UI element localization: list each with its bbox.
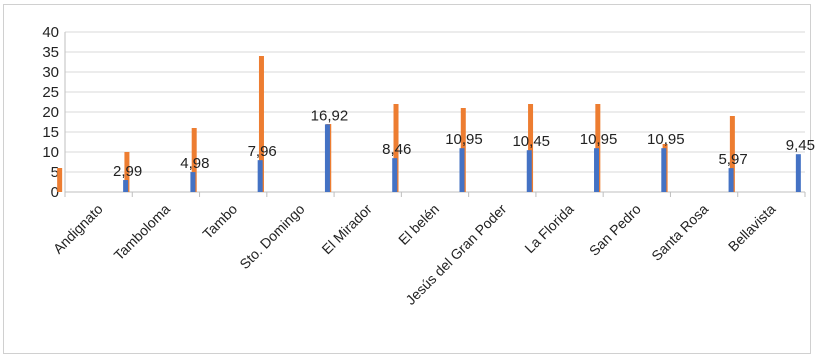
data-label: 10,95 [647,131,685,148]
y-tick-label: 0 [51,184,59,201]
bar [595,104,601,192]
bar [393,104,399,192]
bar [190,172,196,192]
category-label: Santa Rosa [648,201,711,264]
category-label: Andignato [50,201,106,257]
category-label: San Pedro [586,201,644,259]
bar [728,168,734,192]
bar [459,148,465,192]
y-tick-label: 5 [51,164,59,181]
bar [795,154,801,192]
y-tick-label: 30 [42,64,59,81]
data-label: 7,96 [248,143,277,160]
y-tick-label: 35 [42,44,59,61]
bar [528,104,534,192]
y-tick-label: 10 [42,144,59,161]
data-label: 8,46 [382,141,411,158]
category-label: Bellavista [725,201,779,255]
bar [258,56,264,192]
data-label: 10,95 [580,131,618,148]
bar [392,158,398,192]
bar [57,168,63,192]
category-label: El belén [395,201,442,248]
category-label: El Mirador [318,201,375,258]
bar [526,150,532,192]
bar [729,116,735,192]
category-label: Tambo [199,201,240,242]
y-tick-label: 40 [42,24,59,41]
bar [257,160,263,192]
y-tick-label: 20 [42,104,59,121]
bar [594,148,600,192]
data-label: 4,98 [180,155,209,172]
category-label: Sto. Domingo [236,201,307,272]
y-tick-label: 25 [42,84,59,101]
data-label: 16,92 [311,107,349,124]
data-label: 10,45 [512,133,550,150]
data-label: 5,97 [718,151,747,168]
data-label: 10,95 [445,131,483,148]
bar [661,148,667,192]
bar [191,128,197,192]
y-tick-label: 15 [42,124,59,141]
bar [324,124,330,192]
category-label: La Florida [521,201,576,256]
bar [123,180,129,192]
data-label: 9,45 [786,137,815,154]
category-label: Tamboloma [111,201,174,264]
chart-frame [3,4,811,354]
data-label: 2,99 [113,163,142,180]
bar [124,152,130,192]
